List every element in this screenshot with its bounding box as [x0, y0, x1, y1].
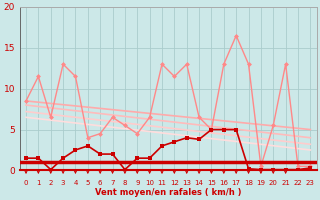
X-axis label: Vent moyen/en rafales ( km/h ): Vent moyen/en rafales ( km/h ) [95, 188, 241, 197]
